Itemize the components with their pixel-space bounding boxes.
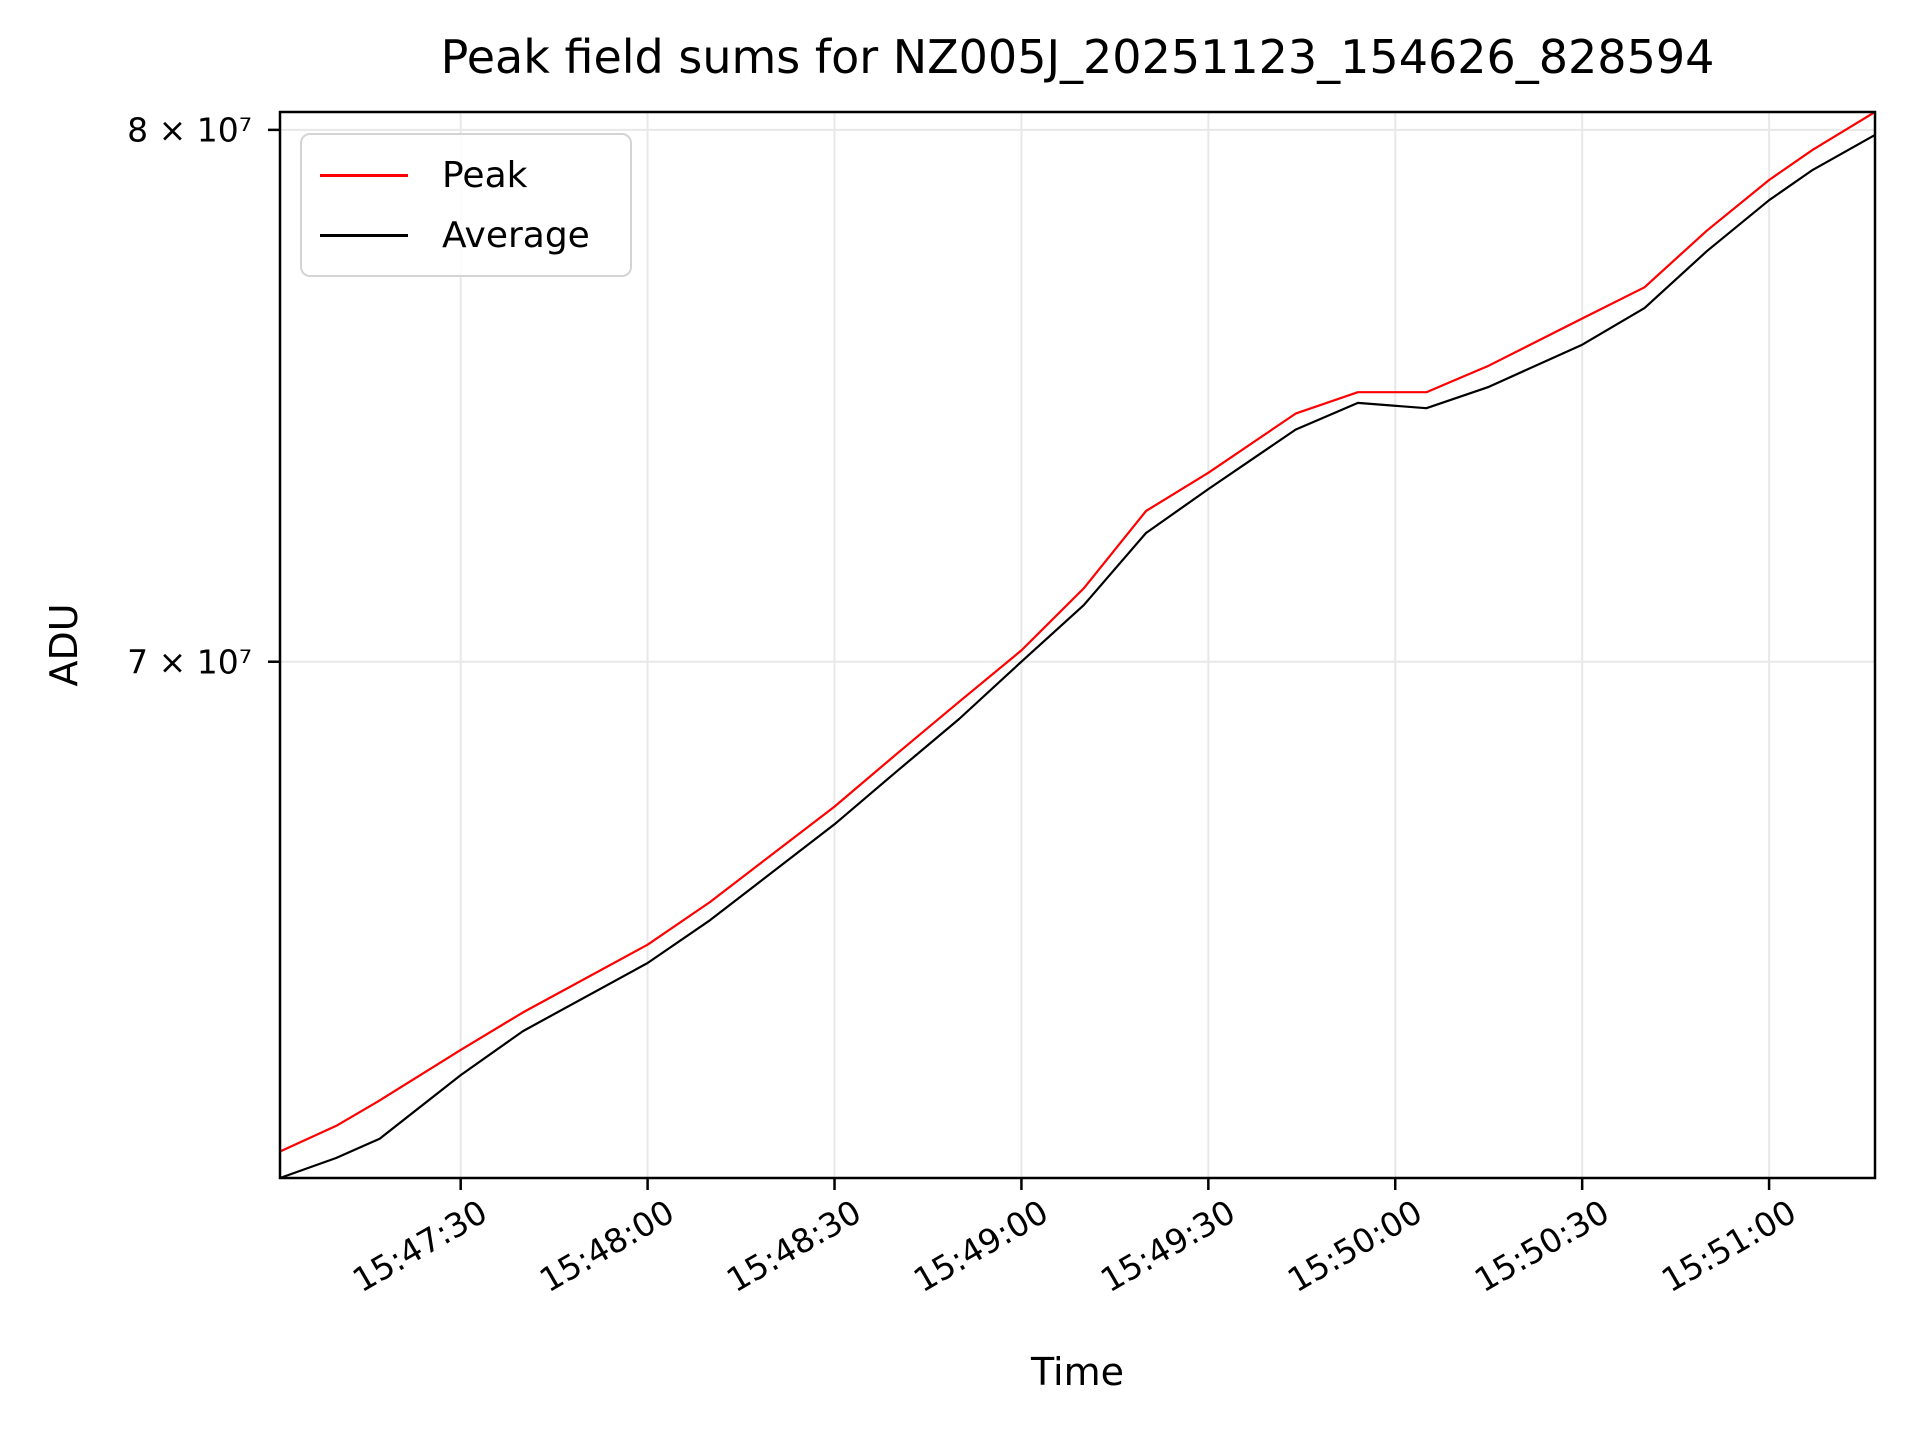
x-axis-label: Time <box>1031 1350 1124 1394</box>
peak-line-sample <box>320 173 408 177</box>
legend-item-peak: Peak <box>320 145 590 205</box>
axes-frame <box>278 110 1877 1180</box>
average-line-sample <box>320 233 408 237</box>
chart-title: Peak field sums for NZ005J_20251123_1546… <box>440 30 1715 84</box>
legend-label-peak: Peak <box>442 154 528 196</box>
y-tick-label: 8 × 10⁷ <box>127 110 252 150</box>
y-tick-label: 7 × 10⁷ <box>127 642 252 682</box>
legend-item-average: Average <box>320 205 590 265</box>
legend: Peak Average <box>300 133 632 277</box>
legend-label-average: Average <box>442 214 590 256</box>
peak-line <box>279 111 1876 1153</box>
average-line <box>279 133 1876 1180</box>
